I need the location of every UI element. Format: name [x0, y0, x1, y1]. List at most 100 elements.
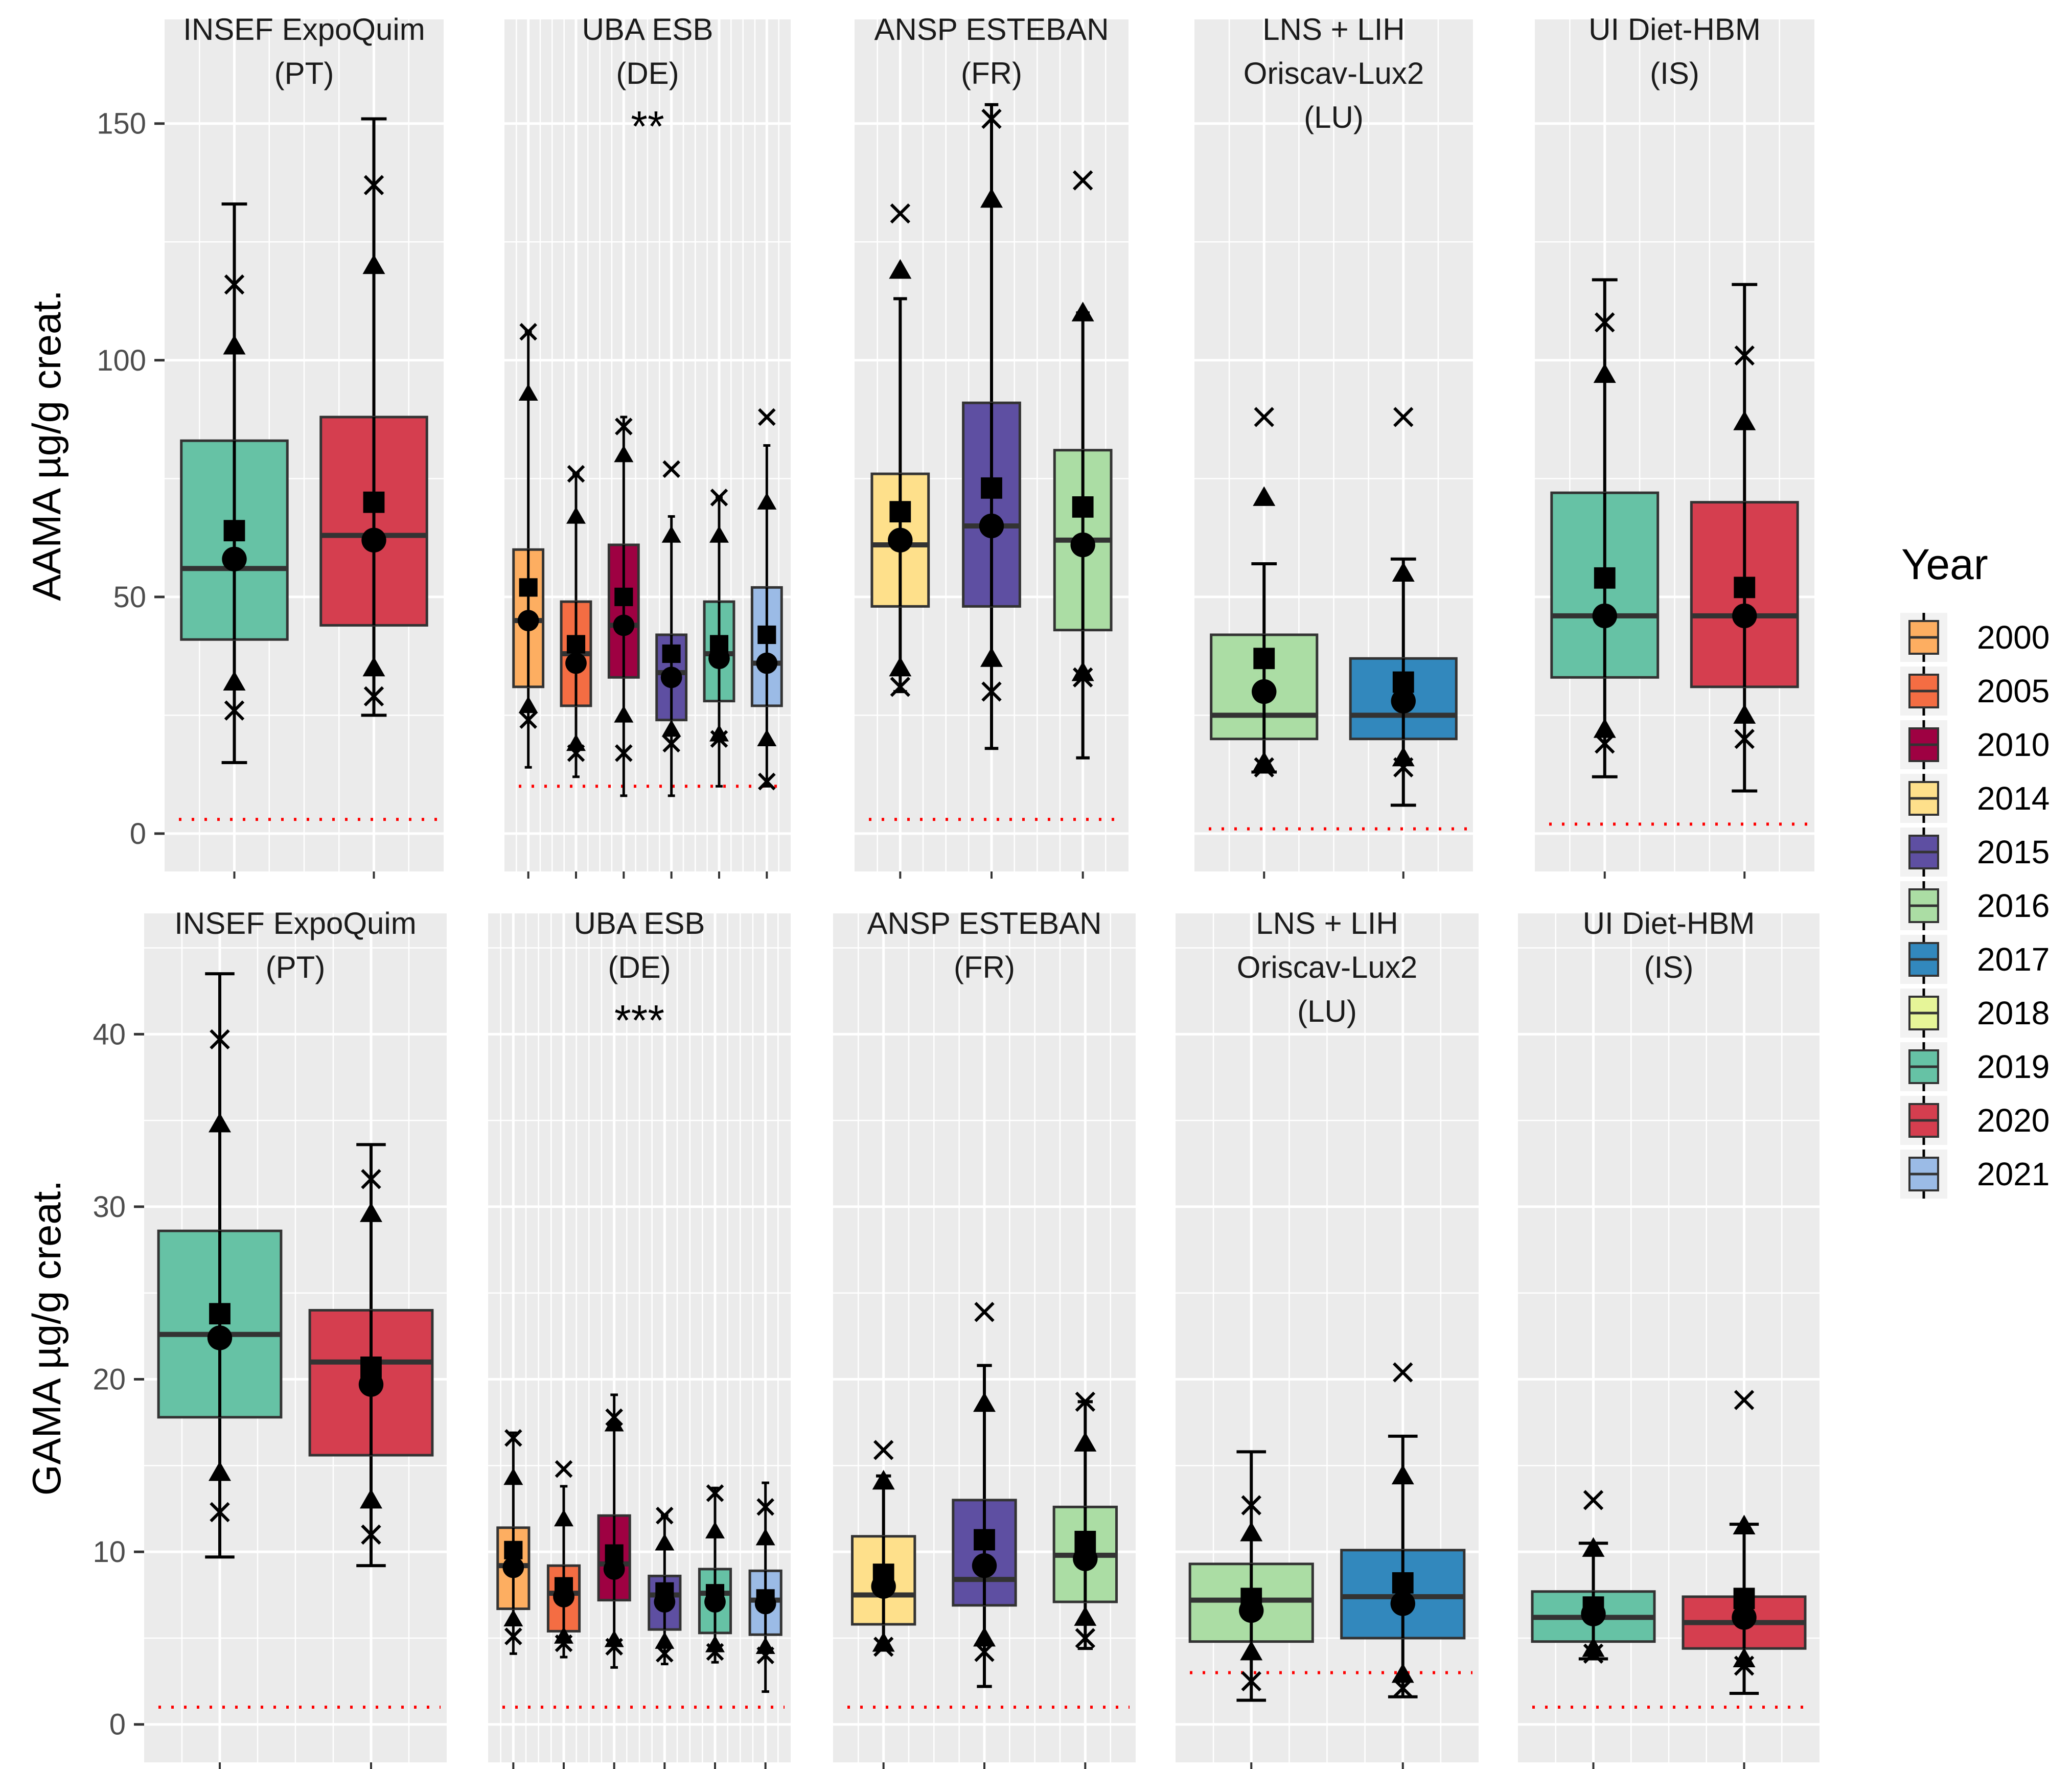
panel-title: UBA ESB	[582, 12, 713, 47]
percentile-cross	[1595, 312, 1615, 333]
gmean-circle	[502, 1556, 524, 1578]
percentile-triangle	[755, 1528, 775, 1546]
box-2021	[750, 408, 783, 791]
percentile-triangle	[1391, 1663, 1414, 1683]
percentile-cross	[758, 772, 776, 791]
percentile-cross	[1241, 1671, 1261, 1692]
legend-item-2016: 2016	[1900, 881, 2050, 930]
gmean-circle	[1391, 688, 1416, 714]
mean-square	[1253, 648, 1275, 670]
percentile-triangle	[655, 1533, 675, 1551]
legend-label: 2021	[1977, 1156, 2050, 1192]
y-tick-label: 0	[130, 817, 146, 851]
percentile-cross	[224, 700, 245, 721]
percentile-triangle	[614, 445, 634, 463]
panel-2-3: ANSP ESTEBAN (FR)	[833, 906, 1136, 1769]
box-2019	[698, 1484, 732, 1664]
percentile-cross	[1254, 407, 1274, 427]
percentile-triangle	[1582, 1637, 1605, 1657]
panel-title: INSEF ExpoQuim	[183, 12, 425, 47]
percentile-triangle	[709, 724, 729, 742]
percentile-cross	[656, 1644, 674, 1663]
gmean-circle	[1070, 532, 1095, 558]
box-2019	[157, 972, 283, 1559]
percentile-triangle	[360, 1488, 382, 1509]
mean-square	[662, 644, 681, 663]
percentile-cross	[504, 1627, 522, 1645]
percentile-cross	[1734, 728, 1755, 749]
percentile-triangle	[709, 525, 729, 543]
y-tick-label: 50	[113, 581, 146, 614]
percentile-triangle	[223, 335, 246, 355]
percentile-triangle	[1582, 1537, 1605, 1557]
legend-label: 2019	[1977, 1048, 2050, 1085]
percentile-cross	[567, 744, 585, 762]
gmean-circle	[979, 513, 1004, 539]
gmean-circle	[754, 1593, 776, 1615]
panel-title: Oriscav-Lux2	[1244, 56, 1424, 90]
mean-square	[223, 520, 245, 542]
percentile-cross	[224, 274, 245, 295]
percentile-cross	[567, 465, 585, 483]
percentile-triangle	[757, 492, 777, 510]
panel-1-1: INSEF ExpoQuim (PT)	[165, 12, 444, 879]
box-2014	[850, 1440, 916, 1657]
panel-1-3: ANSP ESTEBAN (FR)	[855, 12, 1129, 879]
box-2020	[1682, 1390, 1807, 1695]
panel-title: (IS)	[1650, 56, 1699, 90]
gmean-circle	[704, 1591, 726, 1613]
panel-2-4: LNS + LIH Oriscav-Lux2 (LU)	[1176, 906, 1479, 1769]
percentile-cross	[1072, 170, 1093, 191]
box-2015	[648, 1506, 682, 1666]
gmean-circle	[565, 652, 587, 674]
gmean-circle	[1732, 1605, 1757, 1630]
panel-2-5: UI Diet-HBM (IS)	[1518, 906, 1820, 1769]
percentile-triangle	[518, 383, 538, 401]
percentile-cross	[210, 1029, 230, 1050]
box-2020	[1690, 283, 1799, 793]
box-2015	[952, 1302, 1017, 1688]
gmean-circle	[708, 648, 730, 670]
percentile-cross	[1241, 1495, 1261, 1515]
y-axis-label: AAMA µg/g creat.	[24, 290, 69, 601]
legend-item-2010: 2010	[1900, 720, 2050, 769]
box-2020	[319, 117, 428, 717]
percentile-triangle	[757, 729, 777, 746]
percentile-cross	[890, 203, 911, 224]
percentile-triangle	[223, 671, 246, 691]
legend: Year 2000 2005 2010 2014 2015 2016 2017 2018 2019…	[1900, 540, 2050, 1199]
percentile-triangle	[1074, 1606, 1097, 1626]
y-tick-label: 150	[97, 107, 146, 141]
percentile-cross	[873, 1637, 894, 1657]
box-2010	[607, 416, 640, 797]
percentile-cross	[1583, 1643, 1604, 1664]
percentile-triangle	[980, 647, 1003, 667]
percentile-cross	[504, 1429, 522, 1447]
box-2015	[962, 103, 1021, 750]
mean-square	[519, 578, 538, 597]
panel-title: (FR)	[954, 950, 1015, 984]
legend-item-2005: 2005	[1900, 667, 2050, 716]
gmean-circle	[1239, 1598, 1264, 1623]
box-2021	[748, 1481, 782, 1693]
box-2005	[560, 465, 592, 778]
box-2000	[512, 323, 545, 769]
percentile-cross	[1583, 1490, 1604, 1510]
mean-square	[1072, 496, 1094, 518]
box-2005	[546, 1460, 581, 1659]
gmean-circle	[1732, 603, 1757, 629]
percentile-cross	[1075, 1391, 1096, 1412]
gmean-circle	[222, 546, 247, 571]
percentile-triangle	[705, 1521, 725, 1538]
gmean-circle	[358, 1372, 384, 1397]
panel-title: (DE)	[608, 950, 671, 984]
percentile-cross	[615, 418, 633, 435]
percentile-cross	[1254, 757, 1274, 777]
box-2017	[1340, 1362, 1466, 1698]
percentile-cross	[1393, 757, 1414, 777]
percentile-triangle	[661, 720, 681, 737]
percentile-triangle	[503, 1467, 523, 1485]
percentile-cross	[981, 681, 1002, 702]
percentile-triangle	[980, 188, 1003, 208]
percentile-triangle	[973, 1392, 996, 1412]
